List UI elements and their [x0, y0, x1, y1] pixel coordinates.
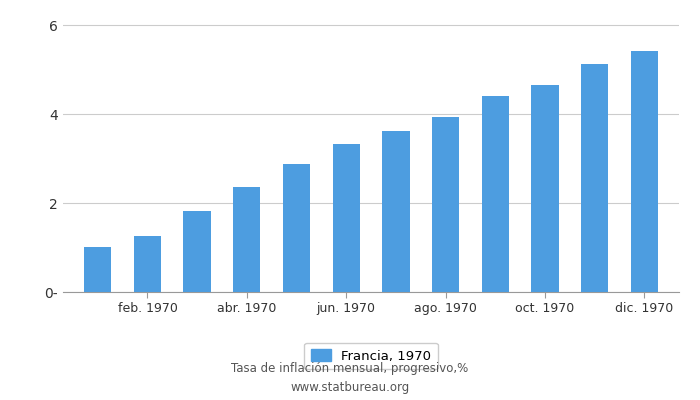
Bar [332, 144, 360, 292]
Bar [531, 85, 559, 292]
Bar [134, 236, 161, 292]
Bar [482, 96, 509, 292]
Legend: Francia, 1970: Francia, 1970 [304, 343, 438, 370]
Bar [233, 187, 260, 292]
Bar [183, 211, 211, 292]
Bar [631, 51, 658, 292]
Bar [84, 247, 111, 292]
Bar [283, 164, 310, 292]
Bar [382, 131, 410, 292]
Bar [581, 64, 608, 292]
Bar [432, 117, 459, 292]
Text: Tasa de inflación mensual, progresivo,%
www.statbureau.org: Tasa de inflación mensual, progresivo,% … [232, 362, 468, 394]
